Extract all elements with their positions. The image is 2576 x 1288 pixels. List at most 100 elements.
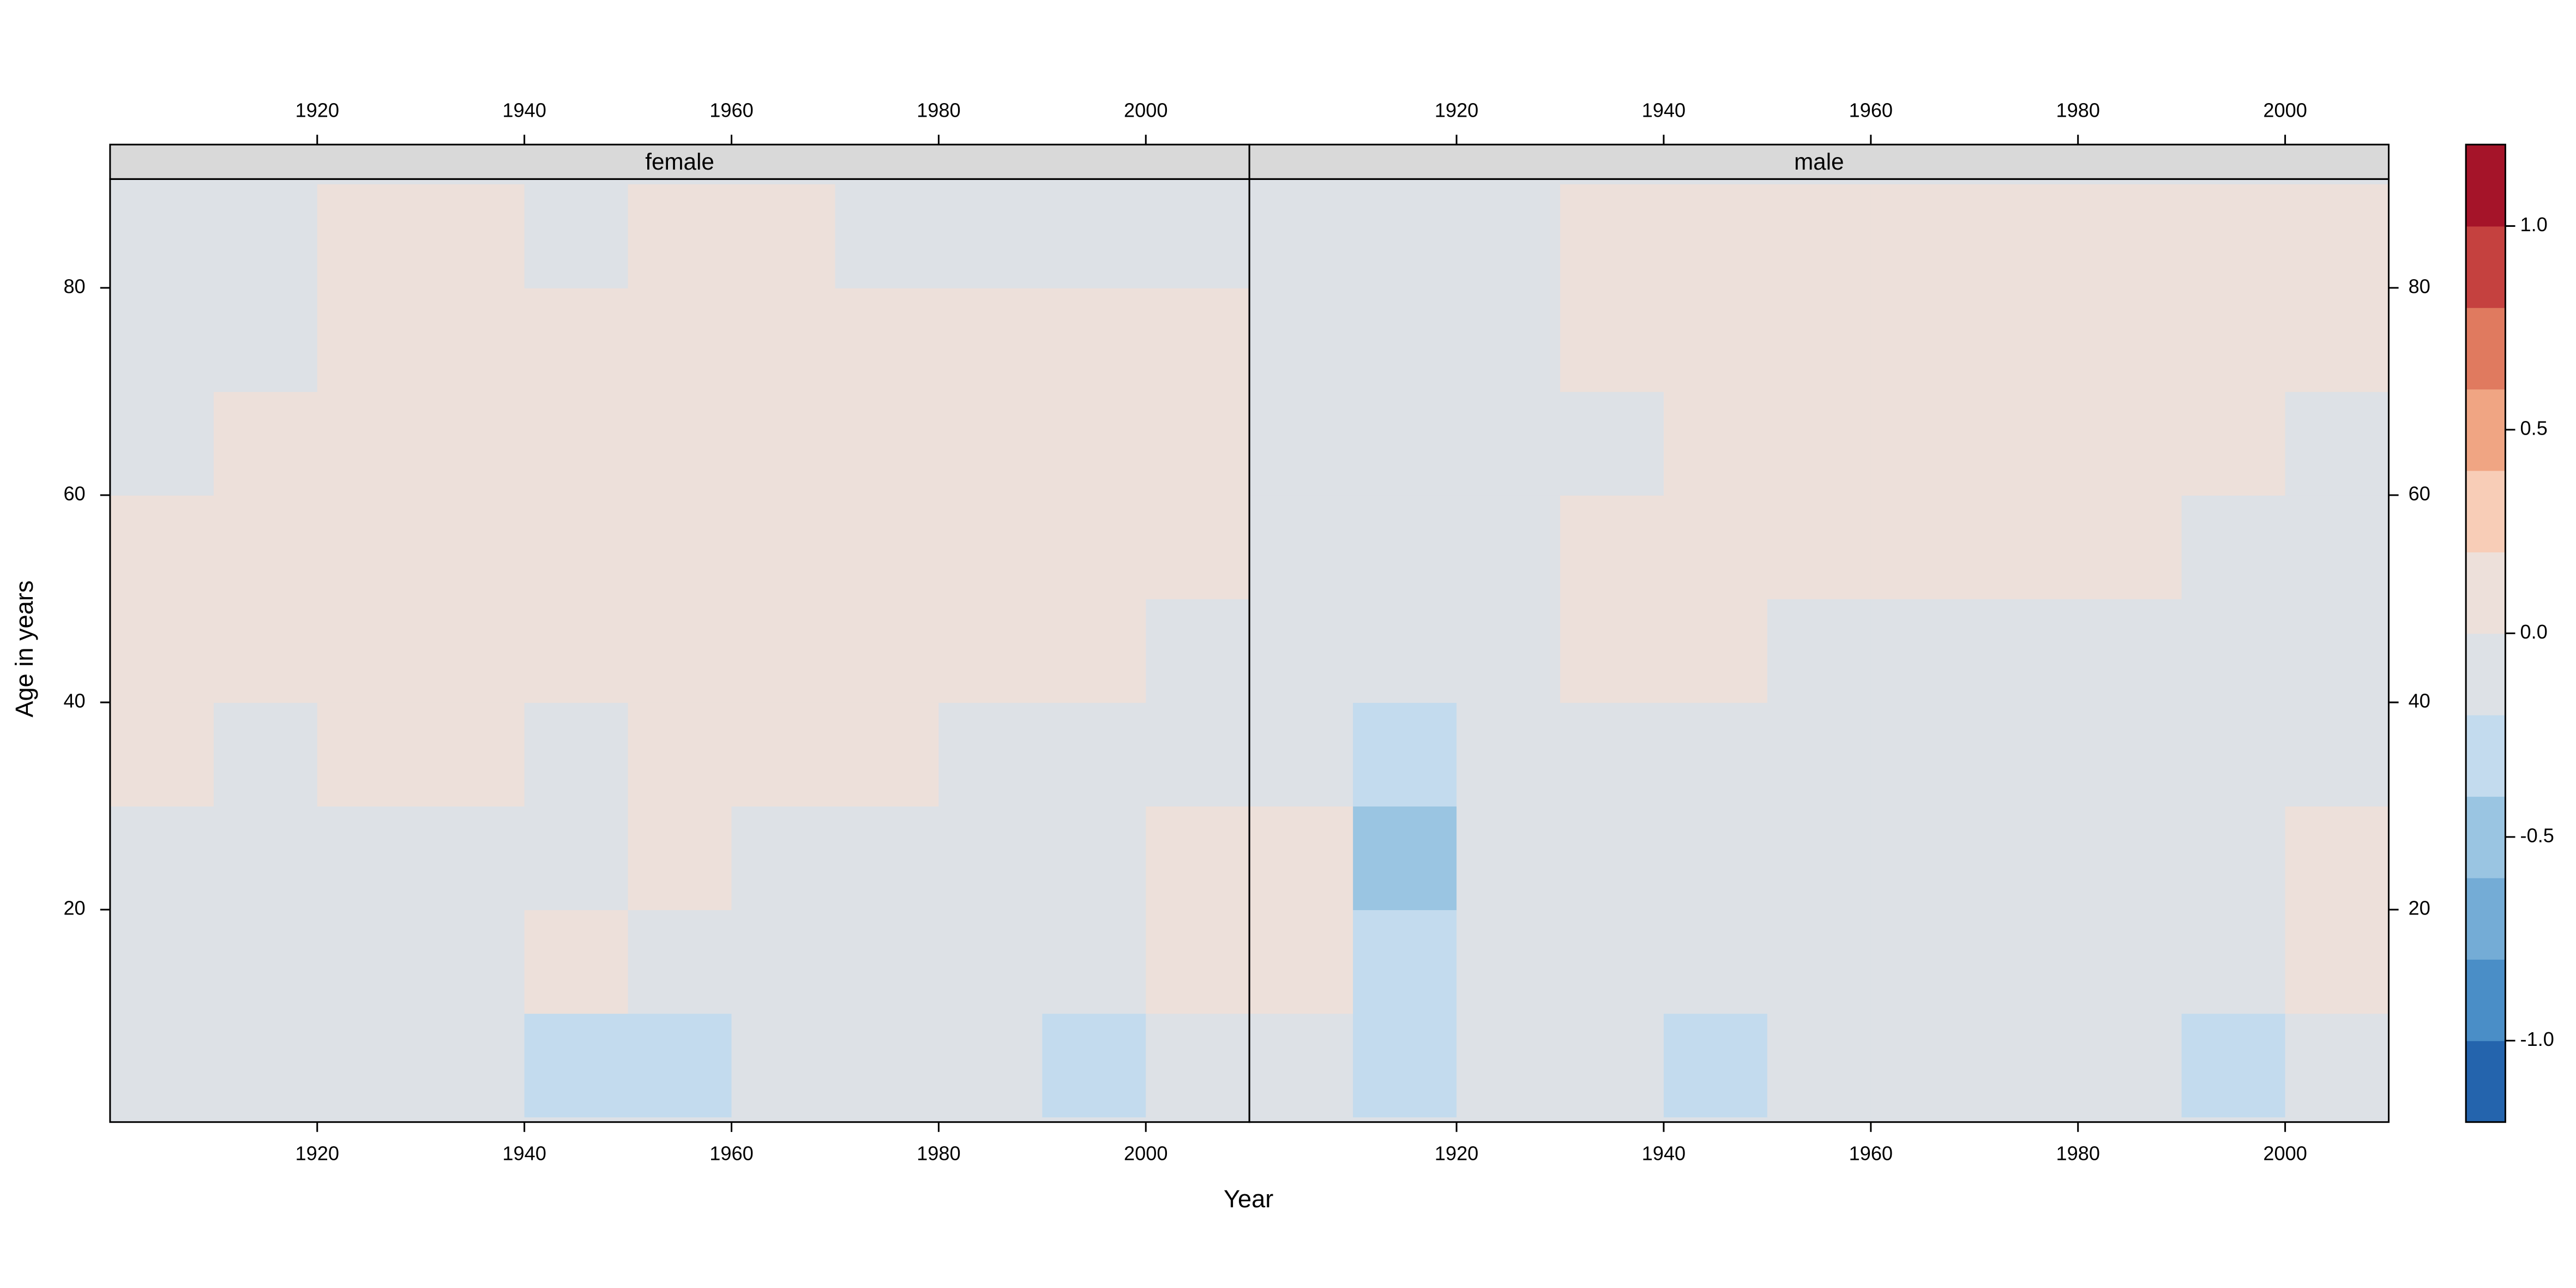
heatmap-cell [1042,910,1147,1014]
heatmap-cell [213,910,318,1014]
panel-border [1248,178,2390,1123]
heatmap-cell [2285,910,2390,1014]
x-tick-label: 1920 [1435,1142,1478,1165]
heatmap-cell [2078,495,2182,599]
y-tick-label: 60 [2409,483,2430,505]
heatmap-cell [317,806,422,911]
heatmap-cell [1353,495,1457,599]
heatmap-cell [1870,910,1975,1014]
heatmap-cell [524,599,629,703]
heatmap-cell [2181,1013,2286,1118]
heatmap-cell [1353,910,1457,1014]
heatmap-cell [1870,1013,1975,1118]
colorbar-band [2466,307,2506,390]
colorbar-tick-label: 1.0 [2520,213,2548,236]
heatmap-cell [1249,599,1354,703]
heatmap-cell [835,391,940,496]
heatmap-cell [938,1013,1043,1118]
heatmap-cell [1974,495,2079,599]
heatmap-cell [1456,599,1561,703]
heatmap-cell [420,599,525,703]
heatmap-cell [2285,599,2390,703]
heatmap-cell [1767,287,1871,392]
heatmap-cell [1870,806,1975,911]
heatmap-cell [110,184,214,288]
heatmap-cell [1870,391,1975,496]
heatmap-cell [2181,599,2286,703]
heatmap-cell [420,806,525,911]
heatmap-cell [1146,391,1250,496]
y-tick-label: 40 [63,690,85,712]
heatmap-cell [317,391,422,496]
x-tick-label: 1980 [917,1142,960,1165]
heatmap-cell [1042,599,1147,703]
colorbar-band [2466,470,2506,552]
heatmap-cell [2181,287,2286,392]
heatmap-cell [2285,702,2390,807]
heatmap-cell [835,184,940,288]
heatmap-cell [731,702,836,807]
heatmap-cell [317,184,422,288]
x-tick-label: 2000 [2263,99,2307,121]
x-tick-label: 2000 [2263,1142,2307,1165]
heatmap-cell [628,1013,732,1118]
heatmap-cell [1663,599,1768,703]
heatmap-cell [1767,184,1871,288]
heatmap-cell [1146,599,1250,703]
heatmap-cell [628,910,732,1014]
x-tick-label: 1920 [296,99,339,121]
heatmap-cell [2181,391,2286,496]
heatmap-cell [2285,1013,2390,1118]
heatmap-cell [317,495,422,599]
heatmap-cell [1663,702,1768,807]
heatmap-cell [835,599,940,703]
heatmap-cell [1042,495,1147,599]
heatmap-cell [1870,702,1975,807]
x-tick-label: 1960 [709,1142,753,1165]
heatmap-cell [110,806,214,911]
heatmap-cell [213,599,318,703]
colorbar-band [2466,389,2506,471]
heatmap-cell [1870,287,1975,392]
heatmap-cell [1767,910,1871,1014]
heatmap-cell [1146,287,1250,392]
heatmap-cell [524,391,629,496]
heatmap-cell [628,599,732,703]
heatmap-cell [731,806,836,911]
heatmap-cell [938,391,1043,496]
heatmap-cell [1974,287,2079,392]
heatmap-cell [731,184,836,288]
heatmap-cell [317,599,422,703]
x-axis-label: Year [1224,1185,1273,1213]
heatmap-cell [2078,599,2182,703]
heatmap-cell [1146,184,1250,288]
heatmap-cell [628,495,732,599]
colorbar-band [2466,714,2506,797]
heatmap-cell [1042,702,1147,807]
heatmap-cell [317,702,422,807]
heatmap-cell [1146,910,1250,1014]
heatmap-cell [524,806,629,911]
heatmap-cell [1560,1013,1664,1118]
heatmap-cell [1042,1013,1147,1118]
heatmap-cell [213,1013,318,1118]
heatmap-cell [524,1013,629,1118]
heatmap-cell [1974,806,2079,911]
heatmap-cell [835,1013,940,1118]
heatmap-cell [2181,495,2286,599]
heatmap-cell [938,806,1043,911]
heatmap-cell [213,391,318,496]
heatmap-cell [2285,287,2390,392]
x-tick-label: 2000 [1124,99,1167,121]
heatmap-cell [2078,287,2182,392]
colorbar-band [2466,226,2506,308]
strip-label: male [1794,149,1844,174]
heatmap-cell [1974,910,2079,1014]
heatmap-cell [1767,391,1871,496]
heatmap-cell [1353,806,1457,911]
y-tick-label: 20 [2409,897,2430,919]
heatmap-cell [1663,391,1768,496]
heatmap-cell [524,287,629,392]
y-axis-label: Age in years [10,580,38,717]
